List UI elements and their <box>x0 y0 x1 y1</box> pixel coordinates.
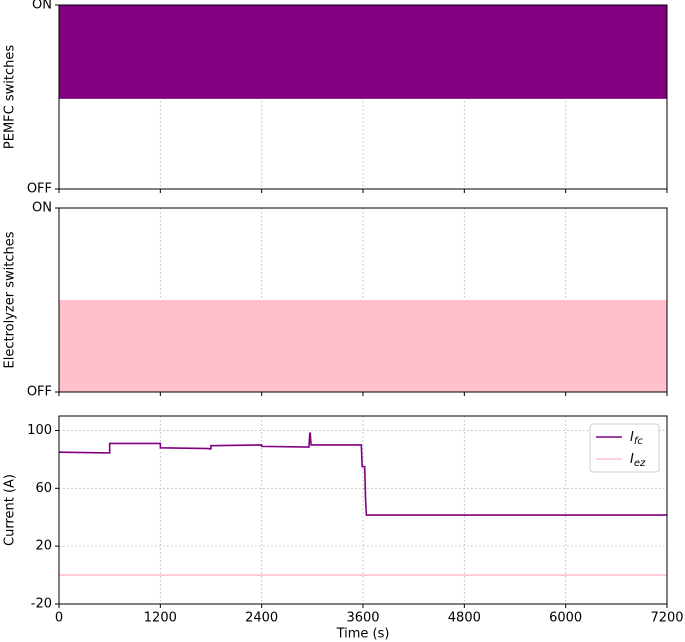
y-tick-label: -20 <box>31 597 52 612</box>
y-tick-label: OFF <box>27 385 52 400</box>
switch-band <box>59 5 667 99</box>
y-axis-label: PEMFC switches <box>3 45 18 149</box>
legend-box <box>589 423 660 473</box>
y-axis-label: Current (A) <box>3 474 18 546</box>
y-tick-label: 60 <box>35 481 52 496</box>
panel: OFF ON PEMFC switches <box>3 0 668 197</box>
y-tick-label: 100 <box>27 423 52 438</box>
plot-frame <box>58 207 668 393</box>
x-tick-label: 3600 <box>346 611 379 626</box>
legend-label: Ifc <box>630 430 643 448</box>
x-tick-label: 1200 <box>144 611 177 626</box>
y-axis-label: Electrolyzer switches <box>3 231 18 368</box>
x-tick-label: 6000 <box>549 611 582 626</box>
x-tick-label: 7200 <box>650 611 683 626</box>
legend-label: Iez <box>630 452 646 470</box>
x-axis-label: Time (s) <box>336 627 390 642</box>
panel: 0 1200 2400 3600 4800 6000 7200 -20 20 60 100 Ifc Ie… <box>3 415 684 642</box>
y-tick-label: ON <box>32 0 52 13</box>
plot-frame <box>58 415 668 605</box>
x-tick-label: 2400 <box>245 611 278 626</box>
x-tick-label: 0 <box>55 611 63 626</box>
panel: OFF ON Electrolyzer switches <box>3 201 668 400</box>
plot-frame <box>58 4 668 190</box>
switch-band <box>59 300 667 392</box>
x-tick-label: 4800 <box>448 611 481 626</box>
y-tick-label: OFF <box>27 182 52 197</box>
y-tick-label: 20 <box>35 539 52 554</box>
line <box>58 432 667 516</box>
y-tick-label: ON <box>32 201 52 216</box>
